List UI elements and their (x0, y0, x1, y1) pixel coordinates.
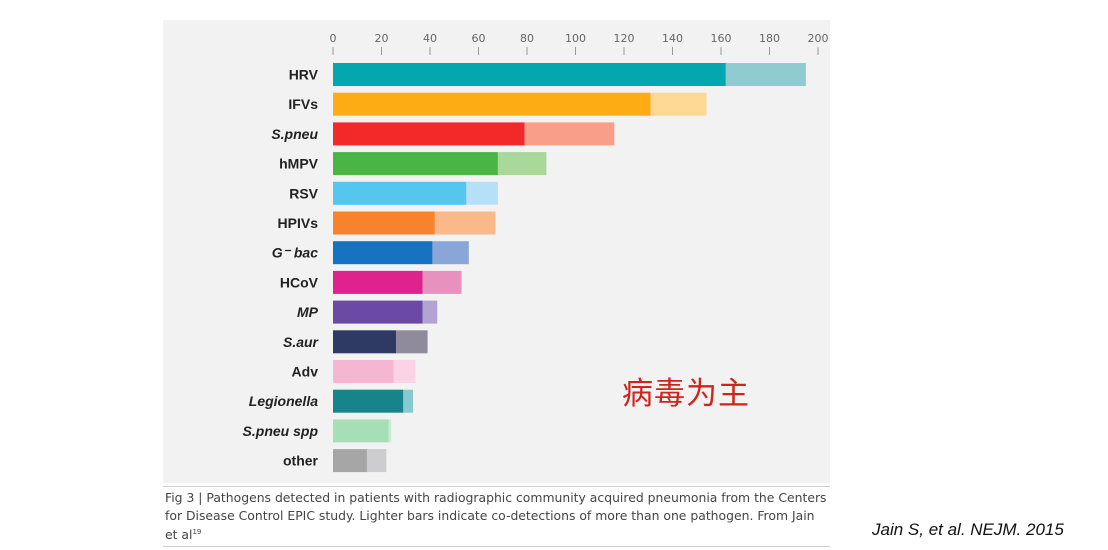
figure-panel: 0 20 40 60 80 100 120 140 160 180 200 HRV IFVs S.pneu… (163, 20, 830, 483)
bar-codetection (366, 449, 387, 473)
bar-primary (333, 181, 467, 205)
category-label: HPIVs (278, 215, 319, 231)
x-tick-label: 80 (520, 32, 534, 45)
bar-primary (333, 211, 435, 235)
bar-codetection (497, 152, 547, 176)
category-label: G⁻ bac (272, 245, 319, 261)
bar-codetection (422, 300, 438, 324)
figure-caption: Fig 3 | Pathogens detected in patients w… (165, 489, 830, 544)
category-label: hMPV (279, 156, 319, 172)
bar-codetection (524, 122, 615, 146)
annotation-text: 病毒为主 (622, 376, 750, 412)
caption-text: Fig 3 | Pathogens detected in patients w… (165, 490, 827, 543)
bar-primary (333, 241, 433, 265)
category-label: RSV (289, 185, 318, 201)
bar-primary (333, 270, 423, 294)
bar-primary (333, 63, 726, 86)
bar-codetection (466, 181, 498, 205)
category-label: IFVs (288, 96, 318, 112)
bar-codetection (422, 270, 462, 294)
x-tick-label: 0 (330, 32, 337, 45)
bar-primary (333, 330, 397, 354)
bar-codetection (396, 330, 428, 354)
bar-primary (333, 300, 423, 324)
category-label: HCoV (280, 274, 319, 290)
bar-codetection (725, 63, 806, 86)
x-tick-label: 160 (711, 32, 732, 45)
category-label: S.pneu spp (243, 423, 319, 439)
category-label: HRV (289, 67, 319, 83)
x-tick-label: 120 (614, 32, 635, 45)
bar-primary (333, 389, 404, 413)
bar-codetection (393, 360, 416, 383)
bar-codetection (434, 211, 496, 235)
x-tick-label: 60 (472, 32, 486, 45)
x-tick-label: 140 (662, 32, 683, 45)
category-label: MP (297, 304, 319, 320)
bar-chart: 0 20 40 60 80 100 120 140 160 180 200 HRV IFVs S.pneu… (243, 32, 829, 473)
bar-codetection (403, 389, 414, 413)
category-label: Legionella (249, 393, 318, 409)
bar-primary (333, 152, 498, 176)
category-label: S.pneu (271, 126, 318, 142)
category-label: other (283, 453, 319, 469)
bar-codetection (432, 241, 469, 265)
bar-primary (333, 360, 394, 383)
bar-primary (333, 122, 525, 146)
x-tick-label: 100 (565, 32, 586, 45)
caption-reference: 19 (192, 528, 202, 536)
x-tick-label: 40 (423, 32, 437, 45)
bar-primary (333, 449, 367, 473)
bar-primary (333, 92, 651, 116)
category-label: Adv (292, 364, 319, 380)
caption-bottom-divider (163, 546, 830, 547)
category-label: S.aur (283, 334, 320, 350)
x-tick-label: 20 (375, 32, 389, 45)
bar-primary (333, 419, 389, 443)
bar-codetection (388, 419, 392, 443)
x-tick-label: 180 (759, 32, 780, 45)
citation-text: Jain S, et al. NEJM. 2015 (872, 520, 1064, 539)
caption-divider (163, 486, 830, 487)
bar-codetection (650, 92, 707, 116)
x-tick-label: 200 (808, 32, 829, 45)
